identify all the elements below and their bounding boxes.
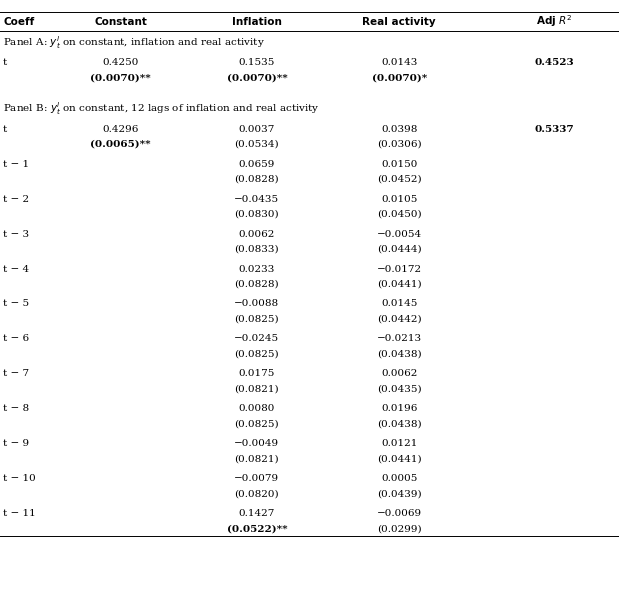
Text: (0.0442): (0.0442)	[377, 314, 422, 323]
Text: (0.0438): (0.0438)	[377, 349, 422, 359]
Text: Constant: Constant	[94, 17, 147, 26]
Text: (0.0534): (0.0534)	[235, 140, 279, 149]
Text: (0.0070)**: (0.0070)**	[90, 74, 151, 82]
Text: Inflation: Inflation	[232, 17, 282, 26]
Text: t − 9: t − 9	[3, 439, 29, 448]
Text: t − 1: t − 1	[3, 160, 29, 169]
Text: (0.0522)**: (0.0522)**	[227, 524, 287, 533]
Text: 0.0062: 0.0062	[381, 369, 417, 378]
Text: (0.0821): (0.0821)	[235, 454, 279, 463]
Text: 0.0105: 0.0105	[381, 194, 417, 204]
Text: (0.0070)**: (0.0070)**	[227, 74, 287, 82]
Text: 0.4523: 0.4523	[534, 58, 574, 68]
Text: −0.0245: −0.0245	[235, 335, 279, 343]
Text: 0.0005: 0.0005	[381, 474, 417, 483]
Text: 0.4296: 0.4296	[103, 125, 139, 134]
Text: 0.1427: 0.1427	[239, 509, 275, 518]
Text: (0.0444): (0.0444)	[377, 245, 422, 253]
Text: −0.0054: −0.0054	[377, 229, 422, 239]
Text: −0.0172: −0.0172	[377, 264, 422, 274]
Text: Coeff: Coeff	[3, 17, 34, 26]
Text: (0.0825): (0.0825)	[235, 314, 279, 323]
Text: 0.1535: 0.1535	[239, 58, 275, 68]
Text: (0.0439): (0.0439)	[377, 489, 422, 498]
Text: t: t	[3, 58, 7, 68]
Text: 0.0037: 0.0037	[239, 125, 275, 134]
Text: 0.0143: 0.0143	[381, 58, 417, 68]
Text: (0.0828): (0.0828)	[235, 280, 279, 288]
Text: (0.0450): (0.0450)	[377, 210, 422, 219]
Text: t − 4: t − 4	[3, 264, 29, 274]
Text: −0.0435: −0.0435	[235, 194, 279, 204]
Text: (0.0065)**: (0.0065)**	[90, 140, 151, 149]
Text: −0.0049: −0.0049	[235, 439, 279, 448]
Text: (0.0435): (0.0435)	[377, 384, 422, 394]
Text: 0.0659: 0.0659	[239, 160, 275, 169]
Text: 0.0233: 0.0233	[239, 264, 275, 274]
Text: −0.0088: −0.0088	[235, 300, 279, 309]
Text: t − 3: t − 3	[3, 229, 29, 239]
Text: Adj $R^2$: Adj $R^2$	[536, 14, 572, 30]
Text: Real activity: Real activity	[363, 17, 436, 26]
Text: (0.0441): (0.0441)	[377, 280, 422, 288]
Text: Panel A: $y_t^l$ on constant, inflation and real activity: Panel A: $y_t^l$ on constant, inflation …	[3, 34, 265, 51]
Text: −0.0213: −0.0213	[377, 335, 422, 343]
Text: (0.0306): (0.0306)	[377, 140, 422, 149]
Text: t − 2: t − 2	[3, 194, 29, 204]
Text: 0.0175: 0.0175	[239, 369, 275, 378]
Text: 0.0145: 0.0145	[381, 300, 417, 309]
Text: (0.0830): (0.0830)	[235, 210, 279, 219]
Text: (0.0070)*: (0.0070)*	[371, 74, 427, 82]
Text: (0.0825): (0.0825)	[235, 349, 279, 359]
Text: t − 8: t − 8	[3, 404, 29, 413]
Text: t − 11: t − 11	[3, 509, 36, 518]
Text: (0.0438): (0.0438)	[377, 419, 422, 428]
Text: −0.0079: −0.0079	[235, 474, 279, 483]
Text: (0.0825): (0.0825)	[235, 419, 279, 428]
Text: t: t	[3, 125, 7, 134]
Text: 0.5337: 0.5337	[534, 125, 574, 134]
Text: t − 5: t − 5	[3, 300, 29, 309]
Text: 0.0150: 0.0150	[381, 160, 417, 169]
Text: (0.0441): (0.0441)	[377, 454, 422, 463]
Text: t − 7: t − 7	[3, 369, 29, 378]
Text: (0.0452): (0.0452)	[377, 175, 422, 184]
Text: 0.0196: 0.0196	[381, 404, 417, 413]
Text: t − 10: t − 10	[3, 474, 36, 483]
Text: Panel B: $y_t^l$ on constant, 12 lags of inflation and real activity: Panel B: $y_t^l$ on constant, 12 lags of…	[3, 100, 320, 117]
Text: 0.4250: 0.4250	[103, 58, 139, 68]
Text: (0.0833): (0.0833)	[235, 245, 279, 253]
Text: (0.0828): (0.0828)	[235, 175, 279, 184]
Text: 0.0398: 0.0398	[381, 125, 417, 134]
Text: −0.0069: −0.0069	[377, 509, 422, 518]
Text: (0.0299): (0.0299)	[377, 524, 422, 533]
Text: 0.0121: 0.0121	[381, 439, 417, 448]
Text: 0.0062: 0.0062	[239, 229, 275, 239]
Text: t − 6: t − 6	[3, 335, 29, 343]
Text: 0.0080: 0.0080	[239, 404, 275, 413]
Text: (0.0821): (0.0821)	[235, 384, 279, 394]
Text: (0.0820): (0.0820)	[235, 489, 279, 498]
